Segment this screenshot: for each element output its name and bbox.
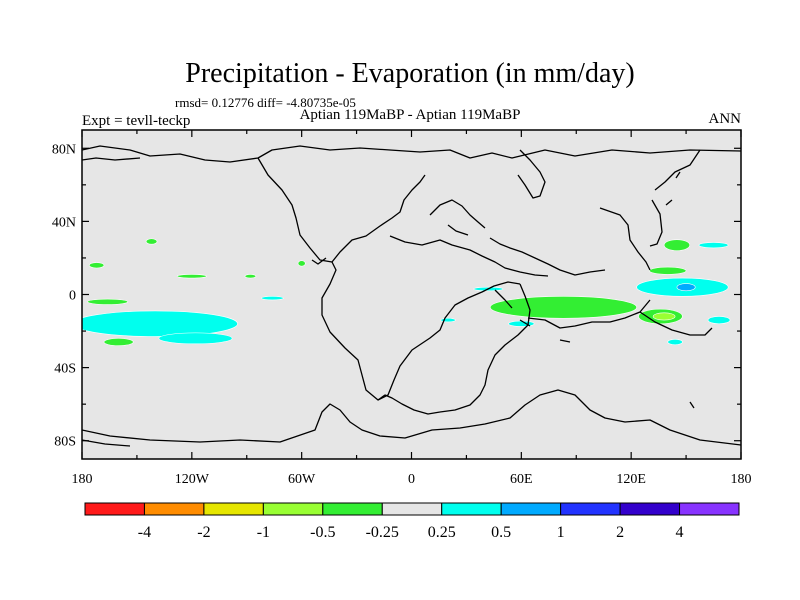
coastline-antarctica-west xyxy=(82,439,131,447)
map-panel: 180 120W 60W 0 60E 120E 180 80N 40N 0 40S 80S xyxy=(52,129,752,487)
coastline-china xyxy=(599,207,651,271)
coastline-arctic xyxy=(82,145,741,163)
colorbar-label: 0.25 xyxy=(428,524,456,541)
y-tick-label: 0 xyxy=(69,289,76,304)
colorbar-swatch-10 xyxy=(679,502,740,516)
anomaly-region-23 xyxy=(667,338,683,346)
y-tick-label: 40N xyxy=(52,215,76,230)
anomaly-region-19 xyxy=(663,239,691,251)
coastlines xyxy=(82,145,741,447)
colorbar-label: 0.5 xyxy=(491,524,511,541)
colorbar-label: -2 xyxy=(197,524,210,541)
anomaly-region-21 xyxy=(707,316,731,325)
colorbar-label: -0.25 xyxy=(366,524,399,541)
coastline-australia xyxy=(639,311,713,336)
coastline-arctic-west xyxy=(82,157,141,161)
y-tick-label: 40S xyxy=(54,362,76,377)
coastline-antarctica xyxy=(82,389,741,446)
colorbar: -4 -2 -1 -0.5 -0.25 0.25 0.5 1 2 4 xyxy=(84,502,740,541)
anomaly-region-9 xyxy=(261,296,284,301)
chart-title: Precipitation - Evaporation (in mm/day) xyxy=(185,58,634,89)
colorbar-label: 4 xyxy=(676,524,684,541)
anomaly-region-4 xyxy=(103,338,134,346)
coastline-africa-east xyxy=(439,283,531,413)
x-tick-label: 180 xyxy=(731,472,752,487)
coastline-tethys-north xyxy=(389,235,549,277)
colorbar-swatch-2 xyxy=(203,502,264,516)
colorbar-swatch-8 xyxy=(560,502,621,516)
colorbar-swatch-4 xyxy=(322,502,383,516)
x-tick-label: 60E xyxy=(510,472,533,487)
anomaly-region-22 xyxy=(508,320,535,327)
stats-line: rmsd= 0.12776 diff= -4.80735e-05 xyxy=(175,95,356,110)
anomaly-region-6 xyxy=(89,262,105,269)
anomaly-region-8 xyxy=(244,274,257,279)
anomaly-region-17 xyxy=(676,283,696,292)
x-tick-label: 120W xyxy=(175,472,210,487)
colorbar-swatch-1 xyxy=(143,502,205,516)
coastline-europe-islands xyxy=(429,199,606,276)
coastline-east-asia-fringe xyxy=(649,199,663,247)
anomaly-region-1 xyxy=(82,310,238,337)
colorbar-label: -1 xyxy=(257,524,270,541)
axis-ticks xyxy=(81,130,742,459)
y-tick-label: 80S xyxy=(54,435,76,450)
colorbar-label: 2 xyxy=(616,524,624,541)
colorbar-swatch-5 xyxy=(381,502,443,516)
anomaly-region-7 xyxy=(176,274,207,279)
colorbar-label: -0.5 xyxy=(310,524,335,541)
x-tick-label: 120E xyxy=(616,472,646,487)
anomaly-region-10 xyxy=(297,260,306,267)
period-label: Aptian 119MaBP - Aptian 119MaBP xyxy=(300,107,521,123)
coastline-islands xyxy=(311,171,695,409)
anomaly-region-3 xyxy=(87,298,129,305)
y-tick-label: 80N xyxy=(52,142,76,157)
x-tick-label: 0 xyxy=(408,472,415,487)
colorbar-swatch-9 xyxy=(619,502,681,516)
axis-tick-labels: 180 120W 60W 0 60E 120E 180 80N 40N 0 40S 80S xyxy=(52,142,752,487)
anomaly-region-20 xyxy=(698,242,729,249)
map-background xyxy=(82,130,741,459)
x-tick-label: 180 xyxy=(72,472,93,487)
coastline-east-asia xyxy=(517,149,546,199)
coastline-gondwana xyxy=(321,261,521,401)
x-tick-label: 60W xyxy=(288,472,316,487)
colorbar-swatch-3 xyxy=(262,502,324,516)
colorbar-swatch-0 xyxy=(84,502,145,516)
anomaly-region-15 xyxy=(652,312,676,321)
colorbar-swatch-6 xyxy=(441,502,502,516)
anomaly-region-5 xyxy=(145,238,158,245)
experiment-label: Expt = tevll-teckp xyxy=(82,113,190,129)
coastline-north-america xyxy=(257,157,426,263)
coastline-south-atlantic xyxy=(377,394,441,415)
colorbar-swatch-7 xyxy=(500,502,562,516)
coastline-pacific-east xyxy=(654,149,701,191)
colorbar-label: 1 xyxy=(557,524,565,541)
coastline-india xyxy=(527,299,651,329)
season-label: ANN xyxy=(709,111,742,127)
anomaly-region-2 xyxy=(158,332,233,345)
anomaly-region-18 xyxy=(649,266,687,275)
colorbar-label: -4 xyxy=(138,524,151,541)
